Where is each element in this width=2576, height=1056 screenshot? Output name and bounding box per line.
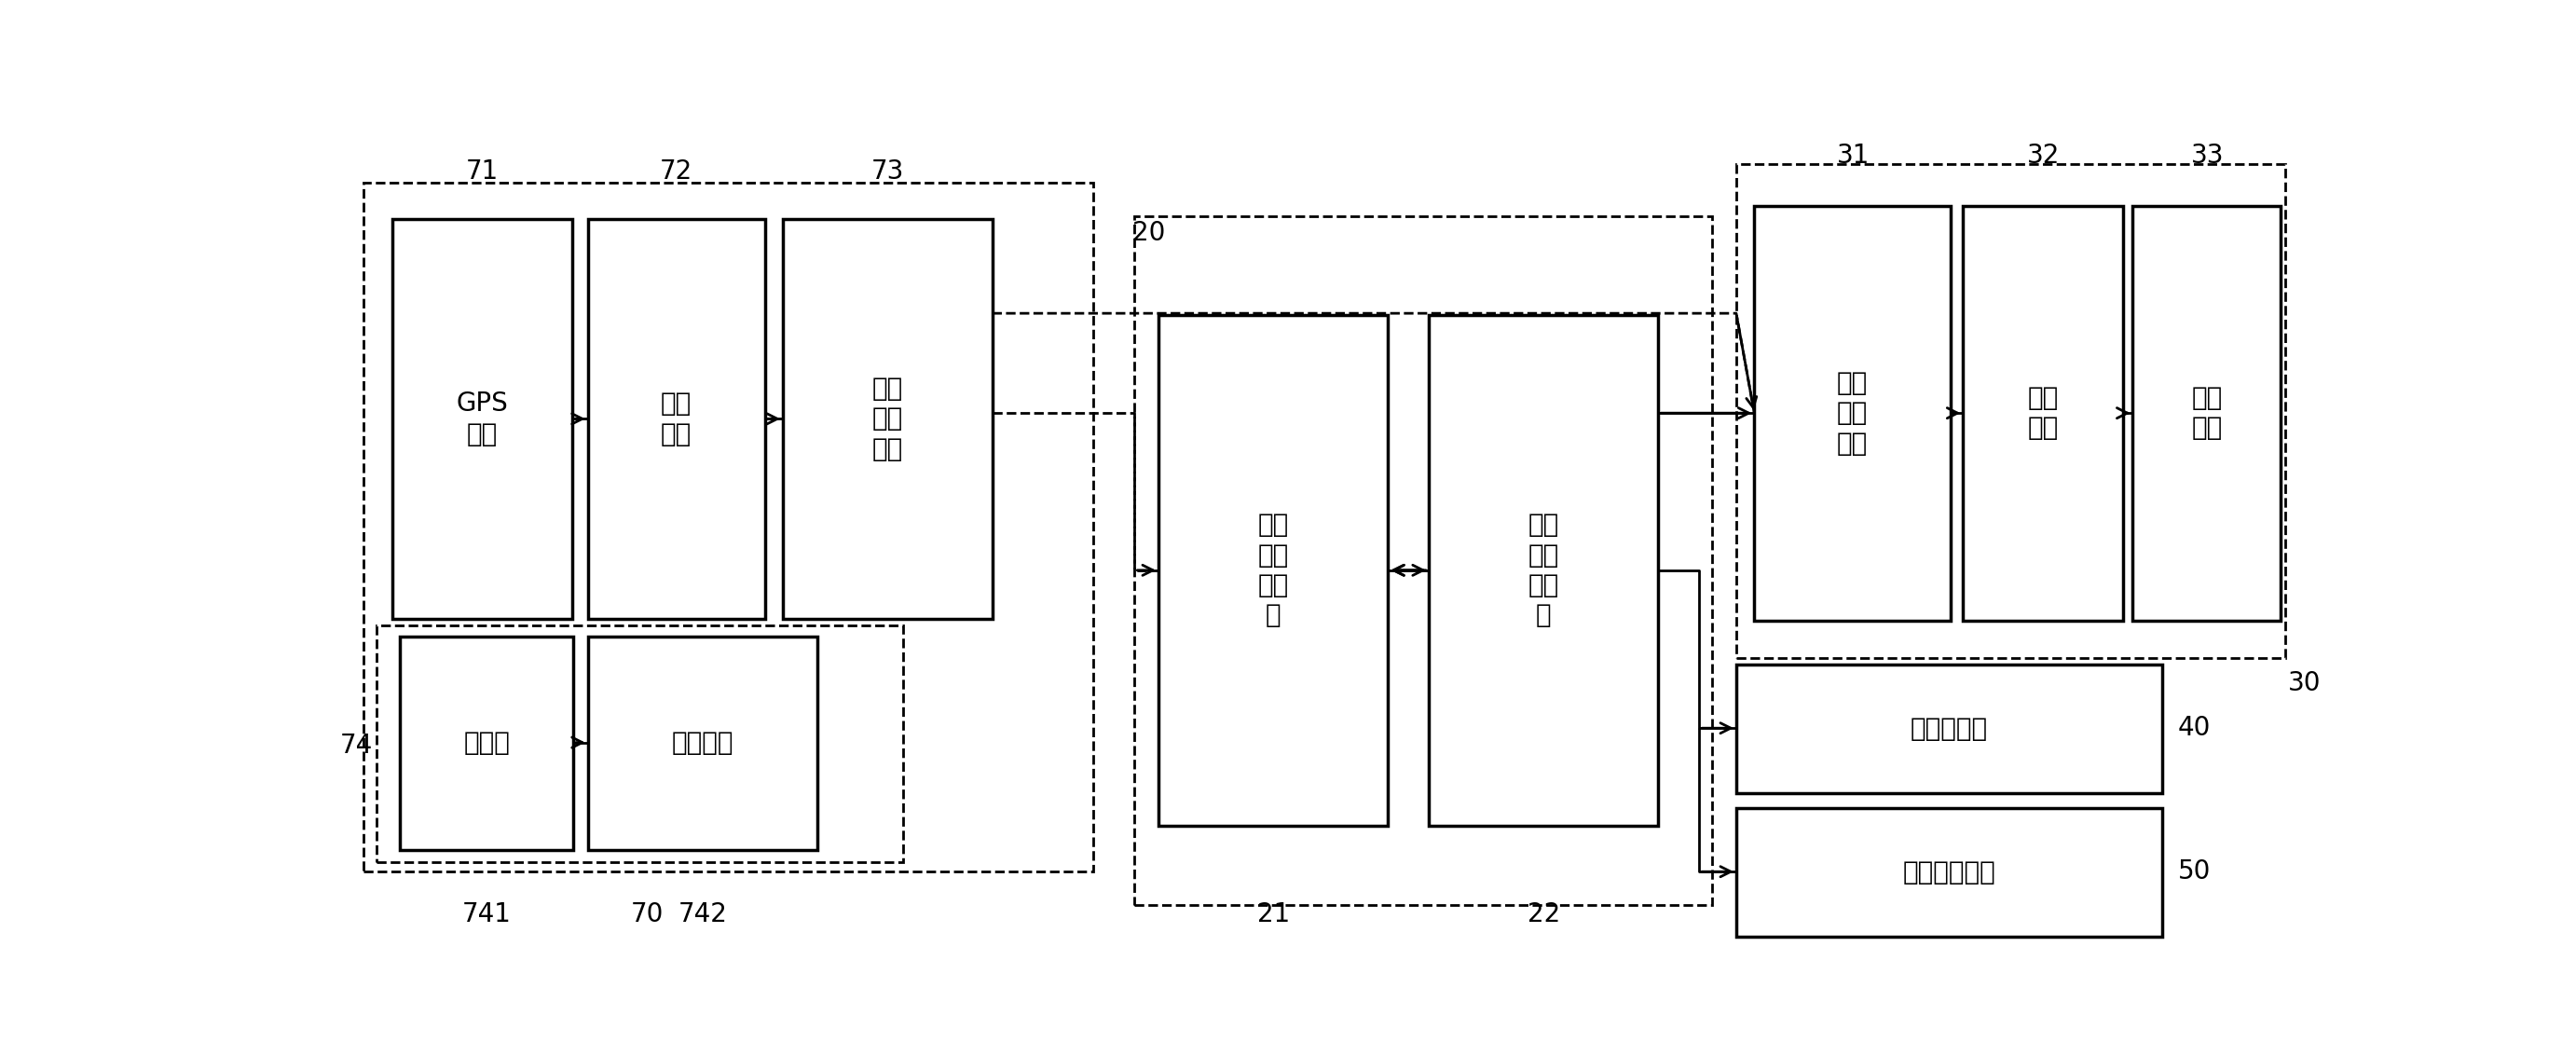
Text: 74: 74 xyxy=(340,732,374,758)
FancyBboxPatch shape xyxy=(1159,315,1388,826)
FancyBboxPatch shape xyxy=(1754,206,1950,621)
FancyBboxPatch shape xyxy=(587,219,765,619)
Text: 741: 741 xyxy=(461,902,510,928)
Text: 30: 30 xyxy=(2287,670,2321,696)
Text: 40: 40 xyxy=(2177,715,2210,741)
FancyBboxPatch shape xyxy=(1736,809,2161,937)
FancyBboxPatch shape xyxy=(2133,206,2280,621)
Text: 22: 22 xyxy=(1528,902,1561,928)
FancyBboxPatch shape xyxy=(392,219,572,619)
FancyBboxPatch shape xyxy=(1736,665,2161,793)
Text: 31: 31 xyxy=(1837,143,1870,169)
Text: 32: 32 xyxy=(2027,143,2061,169)
Text: 20: 20 xyxy=(1133,220,1164,246)
Text: 揭示
单元: 揭示 单元 xyxy=(2192,385,2223,441)
FancyBboxPatch shape xyxy=(399,637,574,850)
Text: 行动
通信
模块: 行动 通信 模块 xyxy=(1837,370,1868,456)
Text: 处理
单元: 处理 单元 xyxy=(662,391,693,447)
Text: 70: 70 xyxy=(631,902,665,928)
Text: 33: 33 xyxy=(2190,143,2223,169)
Text: 50: 50 xyxy=(2177,859,2210,885)
Text: 计算
机网
络系
统: 计算 机网 络系 统 xyxy=(1257,512,1288,628)
Text: 行动
通信
模块: 行动 通信 模块 xyxy=(873,376,904,463)
Text: 信息
处理
服务
器: 信息 处理 服务 器 xyxy=(1528,512,1558,628)
Text: 显示器: 显示器 xyxy=(464,730,510,756)
FancyBboxPatch shape xyxy=(783,219,992,619)
Text: GPS
模块: GPS 模块 xyxy=(456,391,507,447)
Text: 71: 71 xyxy=(466,158,500,184)
Text: 处理
单元: 处理 单元 xyxy=(2027,385,2058,441)
Text: 73: 73 xyxy=(871,158,904,184)
Text: 电信回复系统: 电信回复系统 xyxy=(1904,860,1996,885)
Text: 21: 21 xyxy=(1257,902,1291,928)
Text: 72: 72 xyxy=(659,158,693,184)
Text: 742: 742 xyxy=(677,902,726,928)
Text: 语音模块: 语音模块 xyxy=(672,730,734,756)
FancyBboxPatch shape xyxy=(1963,206,2123,621)
FancyBboxPatch shape xyxy=(587,637,817,850)
Text: 网络服务器: 网络服务器 xyxy=(1911,716,1989,742)
FancyBboxPatch shape xyxy=(1430,315,1659,826)
